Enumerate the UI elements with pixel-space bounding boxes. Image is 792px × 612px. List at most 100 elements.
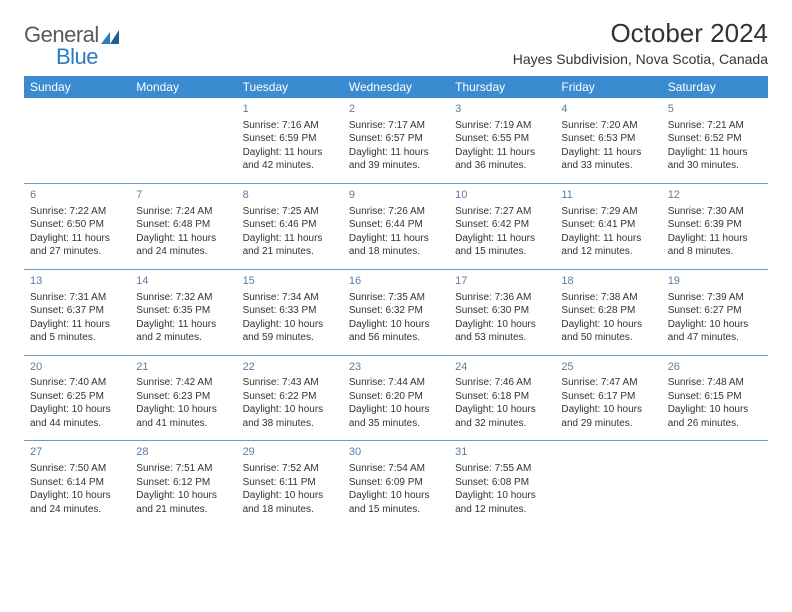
day-number: 25 [561,360,655,375]
day-number: 8 [243,188,337,203]
calendar-table: SundayMondayTuesdayWednesdayThursdayFrid… [24,76,768,526]
daylight-text: Daylight: 10 hours and 41 minutes. [136,403,230,430]
day-number: 5 [668,102,762,117]
daylight-text: Daylight: 10 hours and 24 minutes. [30,489,124,516]
sunset-text: Sunset: 6:30 PM [455,304,549,318]
sunset-text: Sunset: 6:42 PM [455,218,549,232]
calendar-cell: 5Sunrise: 7:21 AMSunset: 6:52 PMDaylight… [662,98,768,183]
sunset-text: Sunset: 6:52 PM [668,132,762,146]
day-number: 10 [455,188,549,203]
sunrise-text: Sunrise: 7:25 AM [243,205,337,219]
sunrise-text: Sunrise: 7:26 AM [349,205,443,219]
weekday-header: Sunday [24,76,130,98]
calendar-cell: 12Sunrise: 7:30 AMSunset: 6:39 PMDayligh… [662,183,768,269]
daylight-text: Daylight: 11 hours and 30 minutes. [668,146,762,173]
weekday-header: Friday [555,76,661,98]
sunrise-text: Sunrise: 7:20 AM [561,119,655,133]
calendar-cell: 14Sunrise: 7:32 AMSunset: 6:35 PMDayligh… [130,269,236,355]
sunset-text: Sunset: 6:48 PM [136,218,230,232]
day-number: 14 [136,274,230,289]
daylight-text: Daylight: 10 hours and 44 minutes. [30,403,124,430]
calendar-cell: 25Sunrise: 7:47 AMSunset: 6:17 PMDayligh… [555,355,661,441]
calendar-cell: 19Sunrise: 7:39 AMSunset: 6:27 PMDayligh… [662,269,768,355]
calendar-week-row: 13Sunrise: 7:31 AMSunset: 6:37 PMDayligh… [24,269,768,355]
day-number: 7 [136,188,230,203]
sunset-text: Sunset: 6:14 PM [30,476,124,490]
day-number: 16 [349,274,443,289]
daylight-text: Daylight: 10 hours and 18 minutes. [243,489,337,516]
sunset-text: Sunset: 6:11 PM [243,476,337,490]
calendar-week-row: 20Sunrise: 7:40 AMSunset: 6:25 PMDayligh… [24,355,768,441]
day-number: 6 [30,188,124,203]
daylight-text: Daylight: 10 hours and 35 minutes. [349,403,443,430]
calendar-head: SundayMondayTuesdayWednesdayThursdayFrid… [24,76,768,98]
day-number: 21 [136,360,230,375]
sunrise-text: Sunrise: 7:29 AM [561,205,655,219]
calendar-cell [662,441,768,526]
day-number: 24 [455,360,549,375]
day-number: 1 [243,102,337,117]
daylight-text: Daylight: 11 hours and 21 minutes. [243,232,337,259]
sunrise-text: Sunrise: 7:36 AM [455,291,549,305]
sunrise-text: Sunrise: 7:31 AM [30,291,124,305]
daylight-text: Daylight: 10 hours and 15 minutes. [349,489,443,516]
sunset-text: Sunset: 6:39 PM [668,218,762,232]
daylight-text: Daylight: 11 hours and 33 minutes. [561,146,655,173]
calendar-page: GeneralBlue October 2024 Hayes Subdivisi… [0,0,792,526]
calendar-cell: 4Sunrise: 7:20 AMSunset: 6:53 PMDaylight… [555,98,661,183]
sunrise-text: Sunrise: 7:35 AM [349,291,443,305]
sunset-text: Sunset: 6:20 PM [349,390,443,404]
calendar-cell: 2Sunrise: 7:17 AMSunset: 6:57 PMDaylight… [343,98,449,183]
day-number: 3 [455,102,549,117]
daylight-text: Daylight: 11 hours and 42 minutes. [243,146,337,173]
sunrise-text: Sunrise: 7:19 AM [455,119,549,133]
daylight-text: Daylight: 10 hours and 59 minutes. [243,318,337,345]
weekday-row: SundayMondayTuesdayWednesdayThursdayFrid… [24,76,768,98]
calendar-cell: 1Sunrise: 7:16 AMSunset: 6:59 PMDaylight… [237,98,343,183]
sunrise-text: Sunrise: 7:30 AM [668,205,762,219]
sunrise-text: Sunrise: 7:43 AM [243,376,337,390]
daylight-text: Daylight: 10 hours and 53 minutes. [455,318,549,345]
sunset-text: Sunset: 6:12 PM [136,476,230,490]
sunset-text: Sunset: 6:32 PM [349,304,443,318]
daylight-text: Daylight: 10 hours and 12 minutes. [455,489,549,516]
sunset-text: Sunset: 6:44 PM [349,218,443,232]
sunrise-text: Sunrise: 7:47 AM [561,376,655,390]
calendar-week-row: 27Sunrise: 7:50 AMSunset: 6:14 PMDayligh… [24,441,768,526]
day-number: 13 [30,274,124,289]
calendar-cell: 15Sunrise: 7:34 AMSunset: 6:33 PMDayligh… [237,269,343,355]
calendar-cell: 10Sunrise: 7:27 AMSunset: 6:42 PMDayligh… [449,183,555,269]
sunset-text: Sunset: 6:18 PM [455,390,549,404]
day-number: 4 [561,102,655,117]
sunset-text: Sunset: 6:17 PM [561,390,655,404]
page-title: October 2024 [513,18,768,49]
calendar-cell: 9Sunrise: 7:26 AMSunset: 6:44 PMDaylight… [343,183,449,269]
day-number: 30 [349,445,443,460]
calendar-cell: 7Sunrise: 7:24 AMSunset: 6:48 PMDaylight… [130,183,236,269]
sunset-text: Sunset: 6:50 PM [30,218,124,232]
calendar-cell: 3Sunrise: 7:19 AMSunset: 6:55 PMDaylight… [449,98,555,183]
sunrise-text: Sunrise: 7:32 AM [136,291,230,305]
day-number: 12 [668,188,762,203]
sunset-text: Sunset: 6:25 PM [30,390,124,404]
sunset-text: Sunset: 6:35 PM [136,304,230,318]
calendar-body: 1Sunrise: 7:16 AMSunset: 6:59 PMDaylight… [24,98,768,526]
calendar-cell [24,98,130,183]
daylight-text: Daylight: 10 hours and 32 minutes. [455,403,549,430]
calendar-cell: 18Sunrise: 7:38 AMSunset: 6:28 PMDayligh… [555,269,661,355]
sunset-text: Sunset: 6:09 PM [349,476,443,490]
sunset-text: Sunset: 6:15 PM [668,390,762,404]
calendar-cell: 8Sunrise: 7:25 AMSunset: 6:46 PMDaylight… [237,183,343,269]
daylight-text: Daylight: 11 hours and 36 minutes. [455,146,549,173]
sunrise-text: Sunrise: 7:48 AM [668,376,762,390]
daylight-text: Daylight: 10 hours and 56 minutes. [349,318,443,345]
day-number: 11 [561,188,655,203]
day-number: 19 [668,274,762,289]
calendar-cell: 26Sunrise: 7:48 AMSunset: 6:15 PMDayligh… [662,355,768,441]
calendar-cell: 20Sunrise: 7:40 AMSunset: 6:25 PMDayligh… [24,355,130,441]
sunset-text: Sunset: 6:33 PM [243,304,337,318]
weekday-header: Thursday [449,76,555,98]
sunrise-text: Sunrise: 7:55 AM [455,462,549,476]
day-number: 20 [30,360,124,375]
daylight-text: Daylight: 11 hours and 18 minutes. [349,232,443,259]
